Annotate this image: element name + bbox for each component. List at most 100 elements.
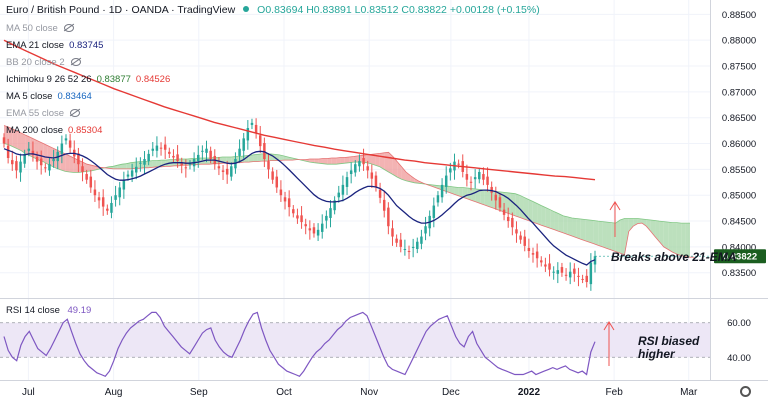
candle-body — [424, 226, 427, 234]
cloud-span-b — [3, 125, 695, 258]
cloud-segment — [8, 127, 13, 147]
indicator-legend-row[interactable]: EMA 55 close — [6, 108, 81, 120]
candle-body — [506, 216, 510, 222]
candle-body — [440, 184, 444, 198]
candle-body — [540, 260, 543, 263]
candle-body — [535, 251, 539, 259]
candle-body — [225, 168, 229, 175]
rsi-legend[interactable]: RSI 14 close 49.19 — [6, 305, 91, 316]
indicator-name: MA 50 close — [6, 23, 58, 34]
cloud-segment — [620, 218, 625, 255]
indicator-legend-row[interactable]: Ichimoku 9 26 52 26 0.83877 0.84526 — [6, 74, 170, 86]
candle-body — [482, 174, 485, 180]
time-tick-label: Feb — [606, 387, 624, 398]
candle-body — [399, 239, 402, 247]
candle-body — [209, 150, 212, 160]
candle-body — [60, 143, 64, 154]
price-tick-label: 0.84000 — [722, 242, 756, 253]
candle-body — [573, 268, 576, 274]
candle-body — [283, 197, 287, 202]
cloud-segment — [655, 220, 660, 242]
cloud-segment — [314, 159, 319, 164]
cloud-segment — [156, 160, 162, 167]
time-tick-label: Jul — [22, 387, 35, 398]
cloud-segment — [519, 195, 524, 219]
cloud-segment — [554, 211, 559, 232]
candle-body — [345, 177, 349, 187]
cloud-segment — [204, 158, 210, 165]
candle-body — [52, 159, 55, 162]
rsi-tick-label: 60.00 — [727, 318, 751, 329]
indicator-lines — [3, 39, 596, 266]
cloud-segment — [454, 186, 459, 196]
cloud-segment — [414, 178, 420, 184]
candle-body — [64, 138, 68, 141]
price-tick-label: 0.85000 — [722, 191, 756, 202]
rsi-band — [0, 322, 710, 358]
candle-body — [27, 148, 31, 151]
indicator-legend-row[interactable]: BB 20 close 2 — [6, 57, 81, 69]
chart-title[interactable]: Euro / British Pound · 1D · OANDA · Trad… — [6, 4, 540, 16]
ichimoku-cloud — [3, 125, 695, 258]
cloud-segment — [593, 220, 599, 246]
cloud-segment — [681, 223, 686, 257]
time-tick-label: Mar — [680, 387, 698, 398]
rsi-tick-label: 40.00 — [727, 353, 751, 364]
candle-body — [287, 198, 291, 208]
time-axis[interactable]: Jul Aug Sep Oct Nov Dec 2022 Feb Mar — [22, 387, 698, 398]
candle-body — [581, 278, 584, 280]
cloud-segment — [322, 158, 328, 165]
candle-body — [258, 135, 262, 147]
candle-body — [151, 148, 155, 151]
cloud-segment — [633, 218, 638, 227]
cloud-segment — [567, 216, 573, 237]
candle-body — [531, 253, 535, 255]
candle-body — [523, 236, 526, 246]
time-tick-label: Aug — [105, 387, 123, 398]
last-price-text: 0.83822 — [723, 252, 757, 263]
candle-body — [544, 264, 547, 267]
price-pane-background — [0, 0, 710, 298]
gear-icon[interactable] — [740, 386, 751, 397]
candle-body — [589, 262, 593, 285]
indicator-legend-row[interactable]: MA 5 close 0.83464 — [6, 91, 92, 103]
candle-body — [308, 228, 312, 231]
cloud-segment — [327, 158, 332, 165]
candle-body — [300, 215, 303, 223]
candle-body — [478, 171, 481, 180]
time-tick-label: Sep — [190, 387, 208, 398]
cloud-segment — [152, 160, 157, 168]
cloud-segment — [117, 164, 122, 169]
cloud-segment — [21, 133, 26, 154]
candle-body — [378, 189, 382, 198]
indicator-value: 0.85304 — [68, 125, 103, 136]
indicator-legend-row[interactable]: EMA 21 close 0.83745 — [6, 40, 103, 52]
candle-body — [416, 241, 419, 249]
candle-body — [585, 275, 588, 283]
candle-body — [147, 153, 150, 162]
symbol-title[interactable]: Euro / British Pound · 1D · OANDA · Trad… — [6, 4, 236, 16]
candle-body — [527, 247, 531, 252]
indicator-legend-row[interactable]: MA 200 close 0.85304 — [6, 125, 102, 137]
candle-body — [230, 166, 233, 177]
indicator-legend-row[interactable]: MA 50 close — [6, 23, 74, 35]
candle-body — [217, 166, 221, 169]
price-tick-label: 0.86000 — [722, 139, 756, 150]
time-tick-label: Nov — [360, 387, 378, 398]
candle-body — [304, 224, 307, 227]
price-tick-label: 0.88000 — [722, 36, 756, 47]
candle-body — [163, 144, 167, 150]
candle-body — [349, 170, 353, 175]
cloud-span-a — [3, 143, 690, 224]
eye-off-icon[interactable] — [70, 58, 81, 66]
rsi-axis[interactable]: 40.00 60.00 — [727, 318, 751, 364]
candle-body — [519, 235, 522, 240]
eye-off-icon[interactable] — [63, 24, 74, 32]
price-axis[interactable]: 0.83500 0.84000 0.84500 0.85000 0.85500 0.860… — [722, 10, 756, 279]
price-tick-label: 0.84500 — [722, 217, 756, 228]
cloud-segment — [480, 189, 485, 206]
candle-body — [155, 145, 159, 151]
rsi-line — [3, 311, 596, 378]
eye-off-icon[interactable] — [70, 109, 81, 117]
